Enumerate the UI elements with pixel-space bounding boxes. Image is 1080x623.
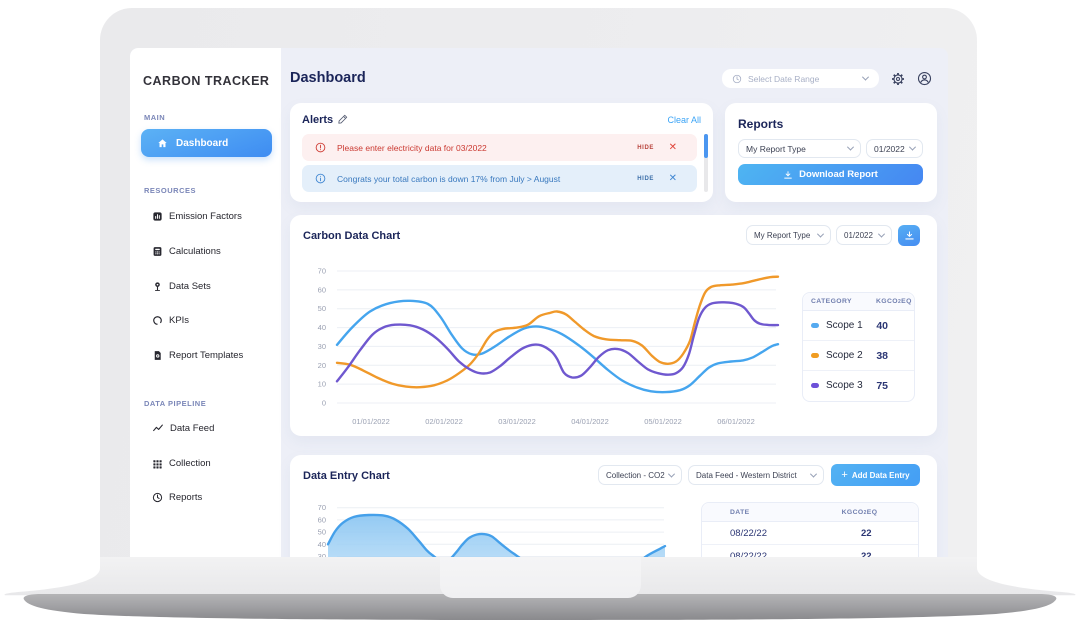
- svg-text:70: 70: [318, 267, 326, 276]
- svg-text:01/01/2022: 01/01/2022: [352, 417, 390, 426]
- svg-text:20: 20: [318, 361, 326, 370]
- svg-text:60: 60: [318, 515, 326, 524]
- svg-text:70: 70: [318, 503, 326, 512]
- svg-text:06/01/2022: 06/01/2022: [717, 417, 755, 426]
- svg-text:40: 40: [318, 323, 326, 332]
- svg-text:04/01/2022: 04/01/2022: [571, 417, 609, 426]
- svg-text:40: 40: [318, 540, 326, 549]
- svg-text:30: 30: [318, 342, 326, 351]
- svg-text:60: 60: [318, 285, 326, 294]
- svg-text:02/01/2022: 02/01/2022: [425, 417, 463, 426]
- svg-text:0: 0: [322, 399, 326, 408]
- svg-text:50: 50: [318, 528, 326, 537]
- svg-text:50: 50: [318, 304, 326, 313]
- svg-text:03/01/2022: 03/01/2022: [498, 417, 536, 426]
- svg-text:10: 10: [318, 380, 326, 389]
- svg-text:30: 30: [318, 552, 326, 557]
- svg-text:05/01/2022: 05/01/2022: [644, 417, 682, 426]
